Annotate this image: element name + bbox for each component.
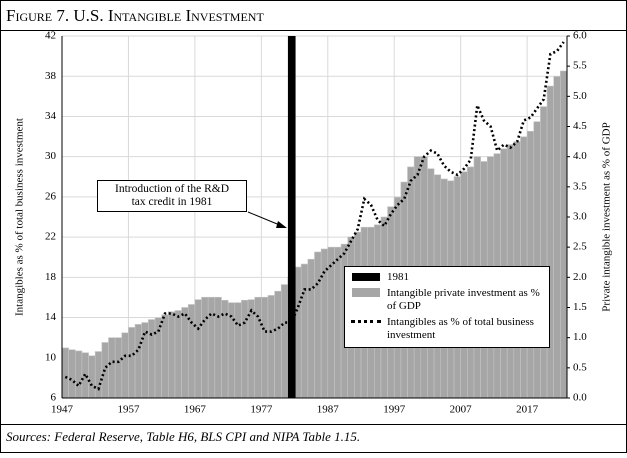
bar <box>227 302 236 399</box>
bar <box>274 290 282 399</box>
bar <box>128 327 136 399</box>
y2-tick-label: 0.5 <box>573 361 587 373</box>
y2-tick-label: 4.0 <box>573 150 587 162</box>
legend-swatch <box>349 316 383 327</box>
y2-tick-label: 1.0 <box>573 331 587 343</box>
line <box>64 41 565 391</box>
bar <box>267 295 275 399</box>
bar <box>148 319 156 399</box>
y-tick-label: 14 <box>45 311 57 323</box>
bar <box>68 349 76 399</box>
x-tick-label: 1987 <box>317 404 340 416</box>
annotation-arrowhead <box>276 221 287 228</box>
y-tick-label: 18 <box>45 271 57 283</box>
legend-label: 1981 <box>387 271 409 283</box>
plot-area: 6 10 14 18 22 26 30 34 38 42 0.0 0.5 1.0 1.5 2.0 2.5 3.0… <box>45 30 587 416</box>
bar <box>540 106 548 399</box>
bar <box>181 307 189 399</box>
bar <box>174 310 182 399</box>
bar <box>94 351 103 399</box>
bar <box>194 299 202 399</box>
bar <box>134 324 143 399</box>
bar <box>108 337 116 399</box>
annotation-box: Introduction of the R&D tax credit in 19… <box>97 180 247 212</box>
y-tick-label: 10 <box>45 351 57 363</box>
legend-swatch <box>349 271 383 282</box>
legend-entry: Intangibles as % of total business inves… <box>349 316 543 342</box>
legend-entry: Intangible private investment as % of GD… <box>349 287 543 313</box>
y2-tick-label: 2.5 <box>573 241 587 253</box>
bar <box>261 296 269 399</box>
bar <box>234 302 242 399</box>
x-tick-label: 2007 <box>450 404 473 416</box>
bar <box>526 131 535 399</box>
bar <box>61 347 69 399</box>
bar <box>114 337 123 399</box>
legend-label: Intangibles as % of total business inves… <box>387 316 534 341</box>
bar <box>327 246 335 399</box>
legend-entry: 1981 <box>349 271 543 284</box>
bar <box>533 121 541 399</box>
bar <box>214 296 222 399</box>
swatch-mark <box>351 320 381 323</box>
x-tick-label: 1967 <box>184 404 207 416</box>
x-tick-label: 1997 <box>383 404 406 416</box>
marker-bar <box>287 36 296 398</box>
bar <box>201 296 209 399</box>
bar <box>560 70 568 399</box>
bar <box>207 296 216 399</box>
annotation-line: Introduction of the R&D <box>114 183 230 195</box>
source-note: Sources: Federal Reserve, Table H6, BLS … <box>6 429 360 444</box>
bar <box>300 263 309 399</box>
y-tick-label: 30 <box>45 150 57 162</box>
bar <box>88 355 96 399</box>
y-tick-label: 26 <box>45 190 57 202</box>
y2-tick-label: 3.5 <box>573 180 587 192</box>
bar <box>280 284 289 399</box>
y2-tick-label: 5.5 <box>573 60 587 72</box>
bar <box>161 314 169 399</box>
bar <box>334 246 342 399</box>
bar <box>241 299 249 399</box>
y2-tick-label: 6.0 <box>573 30 587 42</box>
x-tick-label: 1977 <box>250 404 273 416</box>
bar <box>546 85 555 399</box>
annotation-arrow <box>247 211 283 227</box>
chart-title: Figure 7. U.S. Intangible Investment <box>6 6 264 25</box>
bar <box>168 311 176 399</box>
y-tick-label: 42 <box>45 30 56 42</box>
bar <box>314 251 322 399</box>
bar <box>320 248 329 399</box>
y2-tick-label: 3.0 <box>573 211 587 223</box>
y2-axis-label: Private intangible investment as % of GD… <box>601 122 613 311</box>
bar <box>254 296 262 399</box>
y2-tick-label: 1.5 <box>573 301 587 313</box>
legend-swatch <box>349 287 383 298</box>
bar <box>121 332 129 399</box>
annotation-line: tax credit in 1981 <box>131 196 213 208</box>
legend: 1981 Intangible private investment as % o… <box>344 266 550 348</box>
x-tick-label: 1947 <box>51 404 74 416</box>
legend-label: Intangible private investment as % of GD… <box>387 287 540 312</box>
y2-tick-label: 2.0 <box>573 271 587 283</box>
y2-tick-label: 4.5 <box>573 120 587 132</box>
swatch-mark <box>352 288 380 297</box>
x-tick-label: 1957 <box>117 404 140 416</box>
bar <box>307 258 315 399</box>
y-tick-label: 6 <box>51 392 57 404</box>
swatch-mark <box>352 272 380 281</box>
y2-tick-label: 0.0 <box>573 392 587 404</box>
y-axis-label: Intangibles as % of total business inves… <box>14 118 26 316</box>
y2-tick-label: 5.0 <box>573 90 587 102</box>
x-tick-label: 2017 <box>516 404 539 416</box>
bar <box>553 76 561 399</box>
y-tick-label: 34 <box>45 110 57 122</box>
bar <box>74 350 83 399</box>
y-tick-label: 38 <box>45 70 57 82</box>
y-tick-label: 22 <box>45 231 56 243</box>
